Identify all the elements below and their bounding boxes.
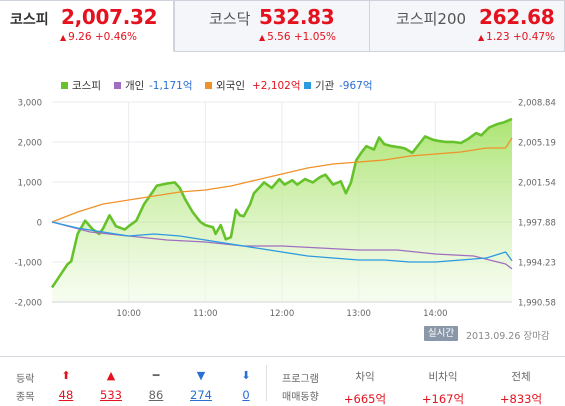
left-axis-tick-label: -1,000 <box>15 259 42 269</box>
program-total: 전체 +833억 <box>490 369 552 406</box>
legend-value-individual: -1,171억 <box>149 80 193 92</box>
tab-kospi200-value: 262.68 <box>479 5 555 29</box>
tab-kospi-value: 2,007.32 <box>61 5 158 29</box>
series-area-kospi <box>52 118 512 303</box>
program-arbitrage-head: 차익 <box>355 371 375 383</box>
count-up-value[interactable]: 533 <box>100 388 122 402</box>
kospi-intraday-chart: 코스피 개인 -1,171억 외국인 +2,102억 기관 -967억 3,00… <box>0 52 565 348</box>
up-triangle-icon: ▲ <box>106 369 116 382</box>
program-non-arbitrage-value: +167억 <box>421 392 465 406</box>
realtime-button[interactable]: 실시간 <box>424 326 458 341</box>
right-axis-tick-label: 2,008.84 <box>518 99 556 109</box>
legend-item-institution[interactable]: 기관 -967억 <box>304 80 373 92</box>
chart-axes: 3,000 2,000 1,000 0 -1,000 -2,000 2,008.84 2,00… <box>15 99 556 320</box>
legend-swatch-kospi <box>61 82 68 89</box>
left-axis-tick-label: -2,000 <box>15 299 42 309</box>
right-axis-tick-label: 1,990.58 <box>518 299 556 309</box>
legend-item-kospi[interactable]: 코스피 <box>61 80 101 92</box>
stats-divider <box>266 365 267 401</box>
legend-value-institution: -967억 <box>339 80 373 92</box>
tab-kospi-change-text: 9.26 +0.46% <box>68 31 138 43</box>
count-upper-limit: ⬆ 48 <box>46 369 86 402</box>
stats-label-items: 종목 <box>16 392 35 403</box>
left-axis-tick-label: 3,000 <box>18 99 42 109</box>
flat-dash-icon: ━ <box>152 369 160 382</box>
tab-kospi200-change-text: 1.23 +0.47% <box>486 31 556 43</box>
count-down: ▼ 274 <box>181 369 221 402</box>
tab-kosdaq-value: 532.83 <box>259 5 335 29</box>
stats-label-updown: 등락 <box>16 374 35 385</box>
left-axis-tick-label: 1,000 <box>18 179 42 189</box>
x-axis-tick-label: 13:00 <box>346 309 371 319</box>
series-line-individual <box>51 221 513 270</box>
x-axis-tick-label: 10:00 <box>116 309 141 319</box>
x-axis-tick-label: 12:00 <box>270 309 295 319</box>
up-triangle-icon: ▲ <box>259 33 266 42</box>
legend-swatch-institution <box>304 82 311 89</box>
legend-swatch-foreign <box>205 82 212 89</box>
program-total-head: 전체 <box>511 371 531 383</box>
tab-kospi-change: ▲ 9.26 +0.46% <box>60 31 137 43</box>
right-axis-tick-label: 2,001.54 <box>518 179 556 189</box>
x-axis-tick-label: 11:00 <box>193 309 218 319</box>
market-stats: 등락 종목 ⬆ 48 ▲ 533 ━ 86 ▼ 274 ⬇ 0 프로그램 매매동… <box>0 356 565 406</box>
right-axis-tick-label: 2,005.19 <box>518 139 556 149</box>
count-lower-limit-value[interactable]: 0 <box>242 388 250 402</box>
chart-status: 실시간 2013.09.26 장마감 <box>0 324 565 346</box>
right-axis-tick-label: 1,994.23 <box>518 259 556 269</box>
legend-label-institution: 기관 <box>315 80 335 92</box>
program-label-1: 프로그램 <box>282 374 319 385</box>
up-triangle-icon: ▲ <box>60 33 67 42</box>
legend-swatch-individual <box>114 82 121 89</box>
legend-label-kospi: 코스피 <box>72 80 101 92</box>
count-flat: ━ 86 <box>136 369 176 402</box>
series-line-kospi <box>50 117 513 289</box>
chart-legend: 코스피 개인 -1,171억 외국인 +2,102억 기관 -967억 <box>61 80 373 92</box>
left-axis-tick-label: 0 <box>37 219 42 229</box>
legend-value-foreign: +2,102억 <box>252 80 301 92</box>
right-axis-tick-label: 1,997.88 <box>518 219 556 229</box>
legend-label-foreign: 외국인 <box>216 80 245 92</box>
chart-area-layer <box>52 118 512 303</box>
index-tabs: 코스피 2,007.32 ▲ 9.26 +0.46% 코스닥 532.83 ▲ 5.… <box>0 0 565 52</box>
legend-item-individual[interactable]: 개인 -1,171억 <box>114 80 193 92</box>
program-non-arbitrage: 비차익 +167억 <box>412 369 474 406</box>
program-label-2: 매매동향 <box>282 392 319 403</box>
count-up: ▲ 533 <box>91 369 131 402</box>
upper-limit-arrow-icon: ⬆ <box>61 369 71 382</box>
legend-item-foreign[interactable]: 외국인 +2,102억 <box>205 80 301 92</box>
down-triangle-icon: ▼ <box>196 369 206 382</box>
program-arbitrage: 차익 +665억 <box>334 369 396 406</box>
program-non-arbitrage-head: 비차익 <box>428 371 458 383</box>
tab-kosdaq[interactable]: 코스닥 532.83 ▲ 5.56 +1.05% <box>174 0 370 52</box>
up-triangle-icon: ▲ <box>478 33 485 42</box>
left-axis-tick-label: 2,000 <box>18 139 42 149</box>
program-arbitrage-value: +665억 <box>343 392 387 406</box>
tab-kospi[interactable]: 코스피 2,007.32 ▲ 9.26 +0.46% <box>0 0 174 52</box>
count-flat-value[interactable]: 86 <box>148 388 164 402</box>
tab-kospi-name: 코스피 <box>10 12 49 28</box>
tab-kosdaq-change: ▲ 5.56 +1.05% <box>259 31 336 43</box>
lower-limit-arrow-icon: ⬇ <box>241 369 251 382</box>
chart-lines-layer <box>50 117 513 289</box>
tab-kosdaq-name: 코스닥 <box>209 10 251 28</box>
tab-kospi200-change: ▲ 1.23 +0.47% <box>478 31 555 43</box>
tab-kospi200[interactable]: 코스피200 262.68 ▲ 1.23 +0.47% <box>369 0 565 52</box>
tab-kospi200-name: 코스피200 <box>396 10 467 28</box>
count-lower-limit: ⬇ 0 <box>226 369 266 402</box>
x-axis-tick-label: 14:00 <box>423 309 448 319</box>
count-upper-limit-value[interactable]: 48 <box>58 388 74 402</box>
market-date: 2013.09.26 장마감 <box>466 331 550 342</box>
count-down-value[interactable]: 274 <box>190 388 212 402</box>
program-total-value: +833억 <box>499 392 543 406</box>
tab-kosdaq-change-text: 5.56 +1.05% <box>267 31 337 43</box>
legend-label-individual: 개인 <box>125 80 144 92</box>
series-line-foreign <box>51 137 513 223</box>
series-line-institution <box>51 221 513 263</box>
chart-canvas: 코스피 개인 -1,171억 외국인 +2,102억 기관 -967억 3,00… <box>15 80 556 320</box>
